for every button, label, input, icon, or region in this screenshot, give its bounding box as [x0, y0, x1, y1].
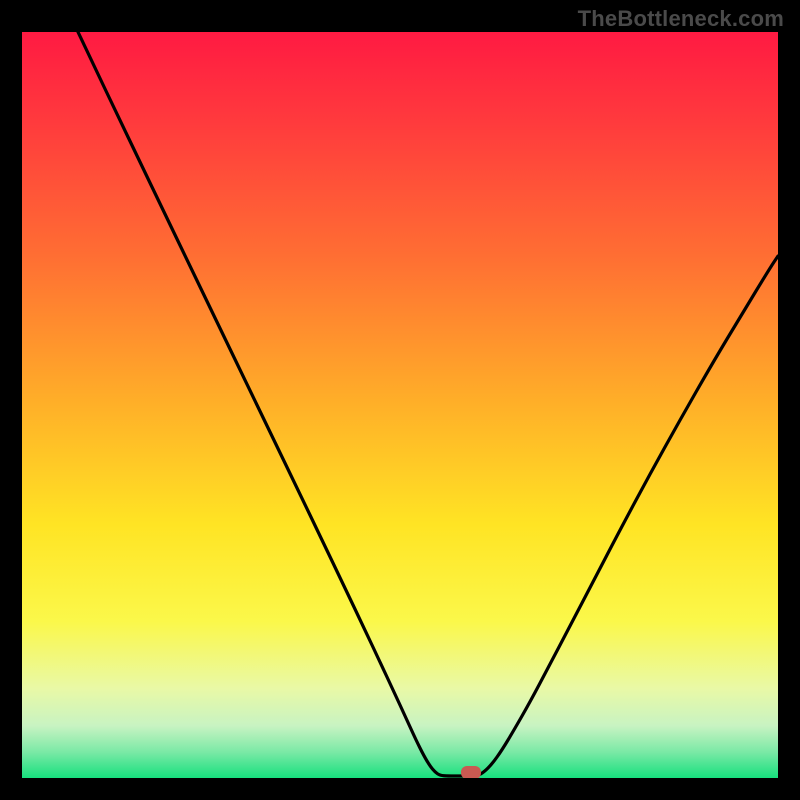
watermark-text: TheBottleneck.com: [578, 6, 784, 32]
bottleneck-curve: [22, 32, 778, 778]
optimum-marker: [461, 766, 481, 779]
plot-area: [22, 32, 778, 778]
curve-path: [78, 32, 778, 776]
